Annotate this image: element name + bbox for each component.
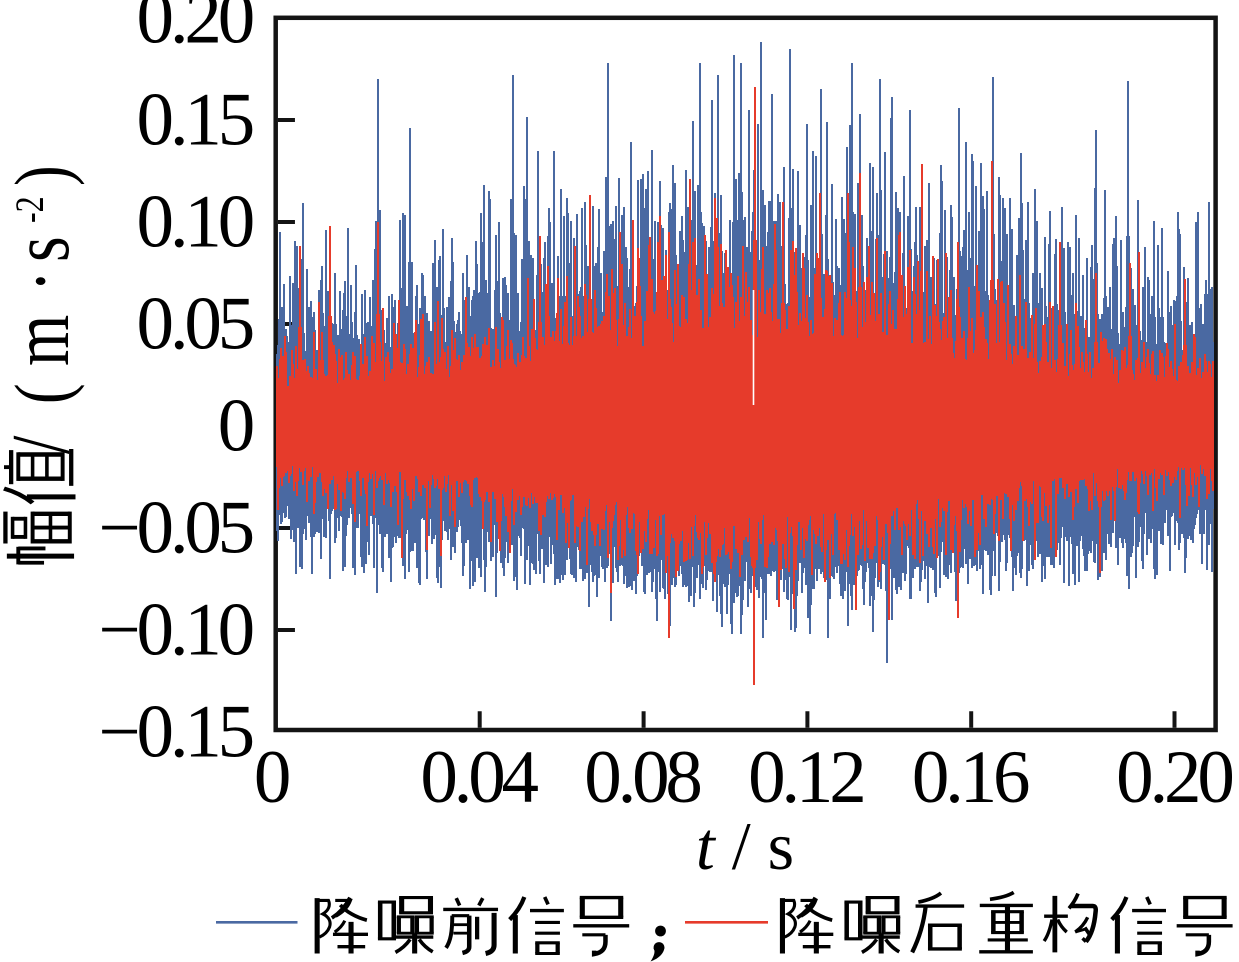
svg-text:0.15: 0.15 xyxy=(137,79,253,162)
svg-text:m ·: m · xyxy=(0,267,87,366)
svg-text:s: s xyxy=(0,236,87,262)
svg-text:0.20: 0.20 xyxy=(137,0,253,60)
svg-text:): ) xyxy=(0,165,86,186)
svg-text:0: 0 xyxy=(218,385,253,468)
svg-text:0: 0 xyxy=(254,736,289,819)
svg-text:-2: -2 xyxy=(8,196,52,223)
svg-text:(: ( xyxy=(0,383,86,404)
svg-text:0.04: 0.04 xyxy=(420,736,538,819)
svg-text:0.16: 0.16 xyxy=(912,736,1029,819)
svg-text:−0.05: −0.05 xyxy=(98,487,252,570)
svg-text:0.08: 0.08 xyxy=(584,736,700,819)
svg-text:/: / xyxy=(0,435,87,454)
svg-text:0.20: 0.20 xyxy=(1116,736,1232,819)
svg-text:0.05: 0.05 xyxy=(137,283,253,366)
svg-text:0.12: 0.12 xyxy=(748,736,863,819)
svg-text:−0.10: −0.10 xyxy=(98,589,252,672)
svg-text:0.10: 0.10 xyxy=(137,181,253,264)
svg-text:t / s: t / s xyxy=(696,808,794,884)
svg-text:−0.15: −0.15 xyxy=(98,691,252,774)
